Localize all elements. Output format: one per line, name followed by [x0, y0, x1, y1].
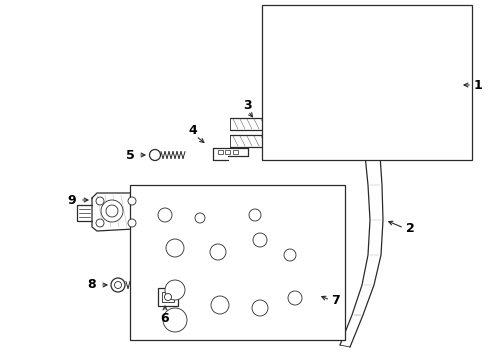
Circle shape: [284, 249, 295, 261]
Bar: [262, 5, 471, 160]
Bar: [232, 150, 238, 154]
Bar: [224, 150, 229, 154]
Circle shape: [287, 291, 302, 305]
Circle shape: [158, 208, 172, 222]
Circle shape: [210, 296, 228, 314]
Circle shape: [164, 280, 184, 300]
Circle shape: [128, 197, 136, 205]
Text: 5: 5: [125, 149, 134, 162]
Circle shape: [111, 278, 125, 292]
Circle shape: [195, 213, 204, 223]
Bar: [218, 150, 223, 154]
Text: 6: 6: [161, 311, 169, 324]
Circle shape: [128, 219, 136, 227]
Bar: [162, 292, 174, 302]
Circle shape: [252, 233, 266, 247]
Circle shape: [106, 205, 118, 217]
Text: 7: 7: [331, 293, 340, 306]
Text: 4: 4: [188, 123, 197, 136]
Bar: [130, 185, 345, 340]
Circle shape: [149, 149, 160, 161]
Circle shape: [165, 239, 183, 257]
Circle shape: [96, 219, 104, 227]
Text: 2: 2: [405, 221, 413, 234]
Circle shape: [96, 197, 104, 205]
Text: 8: 8: [87, 279, 96, 292]
Circle shape: [251, 300, 267, 316]
Circle shape: [163, 308, 186, 332]
Circle shape: [209, 244, 225, 260]
Text: 3: 3: [243, 99, 252, 112]
Text: 1: 1: [473, 78, 481, 91]
Bar: [158, 288, 178, 306]
Circle shape: [101, 200, 123, 222]
Circle shape: [164, 293, 171, 301]
Text: 9: 9: [67, 194, 76, 207]
Circle shape: [114, 282, 121, 288]
Circle shape: [248, 209, 261, 221]
